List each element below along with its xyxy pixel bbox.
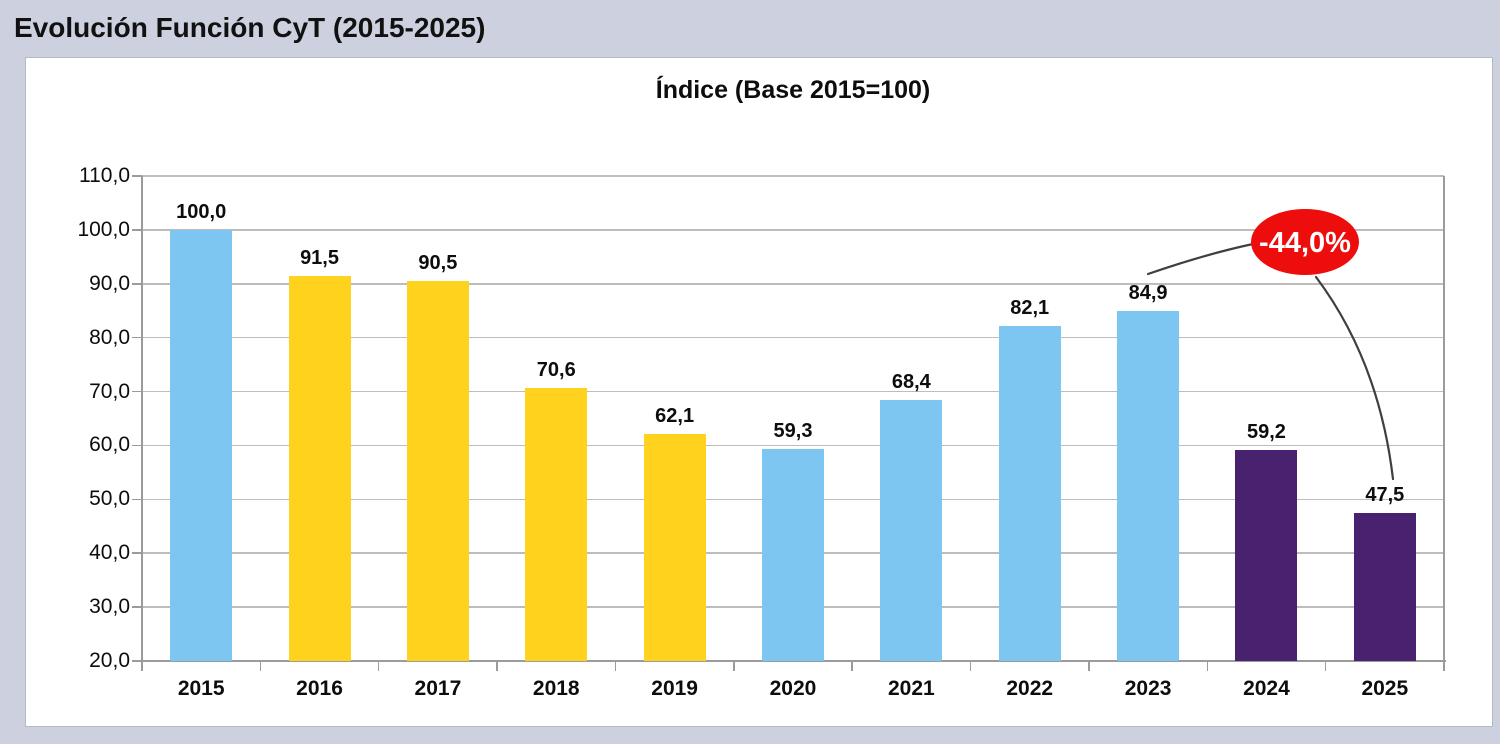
x-axis-tick bbox=[733, 661, 735, 671]
y-axis-tick-label: 20,0 bbox=[89, 649, 130, 672]
y-axis-tick bbox=[132, 552, 142, 554]
x-axis-category-label: 2018 bbox=[532, 677, 580, 700]
x-axis-tick bbox=[496, 661, 498, 671]
x-axis-category-label: 2025 bbox=[1361, 677, 1409, 700]
bar-value-label: 59,2 bbox=[1246, 420, 1286, 443]
bar-2025 bbox=[1353, 512, 1416, 661]
x-axis-tick bbox=[141, 661, 143, 671]
bar-value-label: 47,5 bbox=[1365, 483, 1405, 506]
plot-right-border bbox=[1443, 176, 1445, 661]
x-axis-category-label: 2023 bbox=[1124, 677, 1172, 700]
y-axis-tick-label: 110,0 bbox=[79, 164, 130, 187]
y-axis-tick-label: 100,0 bbox=[77, 217, 130, 241]
y-axis-tick bbox=[132, 175, 142, 177]
gridline bbox=[142, 444, 1444, 447]
x-axis-tick bbox=[377, 661, 380, 671]
bar-2015 bbox=[170, 229, 233, 661]
x-axis-tick bbox=[614, 661, 617, 671]
plot-area: 20,0 30,0 40,0 50,0 60,0 70,0 80,0 90,0 100,0 110… bbox=[26, 58, 1492, 726]
bar-2016 bbox=[288, 275, 351, 661]
x-axis-tick bbox=[1206, 661, 1209, 671]
x-axis-category-label: 2015 bbox=[177, 677, 225, 700]
bar-2020 bbox=[762, 449, 824, 661]
y-axis-tick bbox=[132, 390, 142, 393]
x-axis-category-label: 2019 bbox=[651, 677, 698, 700]
x-axis-tick bbox=[1088, 661, 1090, 671]
x-axis-category-label: 2016 bbox=[296, 677, 343, 700]
x-axis-category-label: 2020 bbox=[769, 677, 817, 700]
bar-2017 bbox=[406, 281, 469, 661]
y-axis-tick bbox=[132, 283, 142, 285]
x-axis-category-label: 2017 bbox=[414, 677, 462, 700]
gridline bbox=[142, 229, 1444, 231]
y-axis-tick bbox=[132, 229, 142, 231]
bar-value-label: 82,1 bbox=[1010, 297, 1050, 320]
y-axis-line bbox=[141, 176, 143, 671]
x-axis-tick bbox=[1443, 661, 1445, 671]
y-axis-tick-label: 50,0 bbox=[89, 487, 130, 511]
x-axis-category-label: 2024 bbox=[1243, 677, 1290, 700]
bar-value-label: 68,4 bbox=[891, 371, 931, 394]
x-axis-line bbox=[132, 660, 1446, 663]
bar-2022 bbox=[998, 326, 1061, 661]
gridline bbox=[142, 336, 1444, 339]
x-axis-category-label: 2022 bbox=[1006, 677, 1054, 700]
y-axis-tick-label: 30,0 bbox=[89, 595, 130, 619]
bar-2023 bbox=[1117, 311, 1180, 661]
bar-value-label: 70,6 bbox=[536, 359, 576, 382]
x-axis-tick bbox=[969, 661, 972, 671]
bar-value-label: 84,9 bbox=[1128, 282, 1168, 305]
y-axis-tick bbox=[132, 444, 142, 447]
bar-2021 bbox=[880, 400, 943, 661]
y-axis-tick-label: 40,0 bbox=[89, 541, 130, 565]
bar-value-label: 90,5 bbox=[418, 252, 458, 275]
page-title: Evolución Función CyT (2015-2025) bbox=[14, 12, 486, 43]
y-axis-tick-label: 70,0 bbox=[89, 379, 130, 403]
gridline bbox=[142, 283, 1444, 285]
y-axis-tick-label: 80,0 bbox=[89, 325, 130, 349]
bar-value-label: 100,0 bbox=[176, 200, 227, 223]
x-axis-tick bbox=[259, 661, 262, 671]
gridline bbox=[142, 175, 1444, 177]
bar-value-label: 62,1 bbox=[655, 405, 695, 428]
x-axis-tick bbox=[1324, 661, 1327, 671]
y-axis-tick bbox=[132, 336, 142, 339]
y-axis-tick bbox=[132, 498, 142, 501]
y-axis-tick bbox=[132, 606, 142, 608]
x-axis-tick bbox=[851, 661, 853, 671]
y-axis-tick-label: 90,0 bbox=[89, 271, 130, 295]
bar-value-label: 59,3 bbox=[773, 420, 813, 443]
gridline bbox=[142, 390, 1444, 393]
chart-panel: Índice (Base 2015=100) 20,0 30,0 40,0 50,0 6… bbox=[25, 57, 1493, 727]
y-axis-tick-label: 60,0 bbox=[89, 433, 130, 457]
bar-2024 bbox=[1235, 449, 1298, 661]
chart-title: Índice (Base 2015=100) bbox=[655, 76, 931, 104]
bar-value-label: 91,5 bbox=[300, 246, 339, 269]
bar-2018 bbox=[525, 388, 588, 661]
x-axis-category-label: 2021 bbox=[887, 677, 935, 700]
bar-2019 bbox=[643, 434, 706, 661]
